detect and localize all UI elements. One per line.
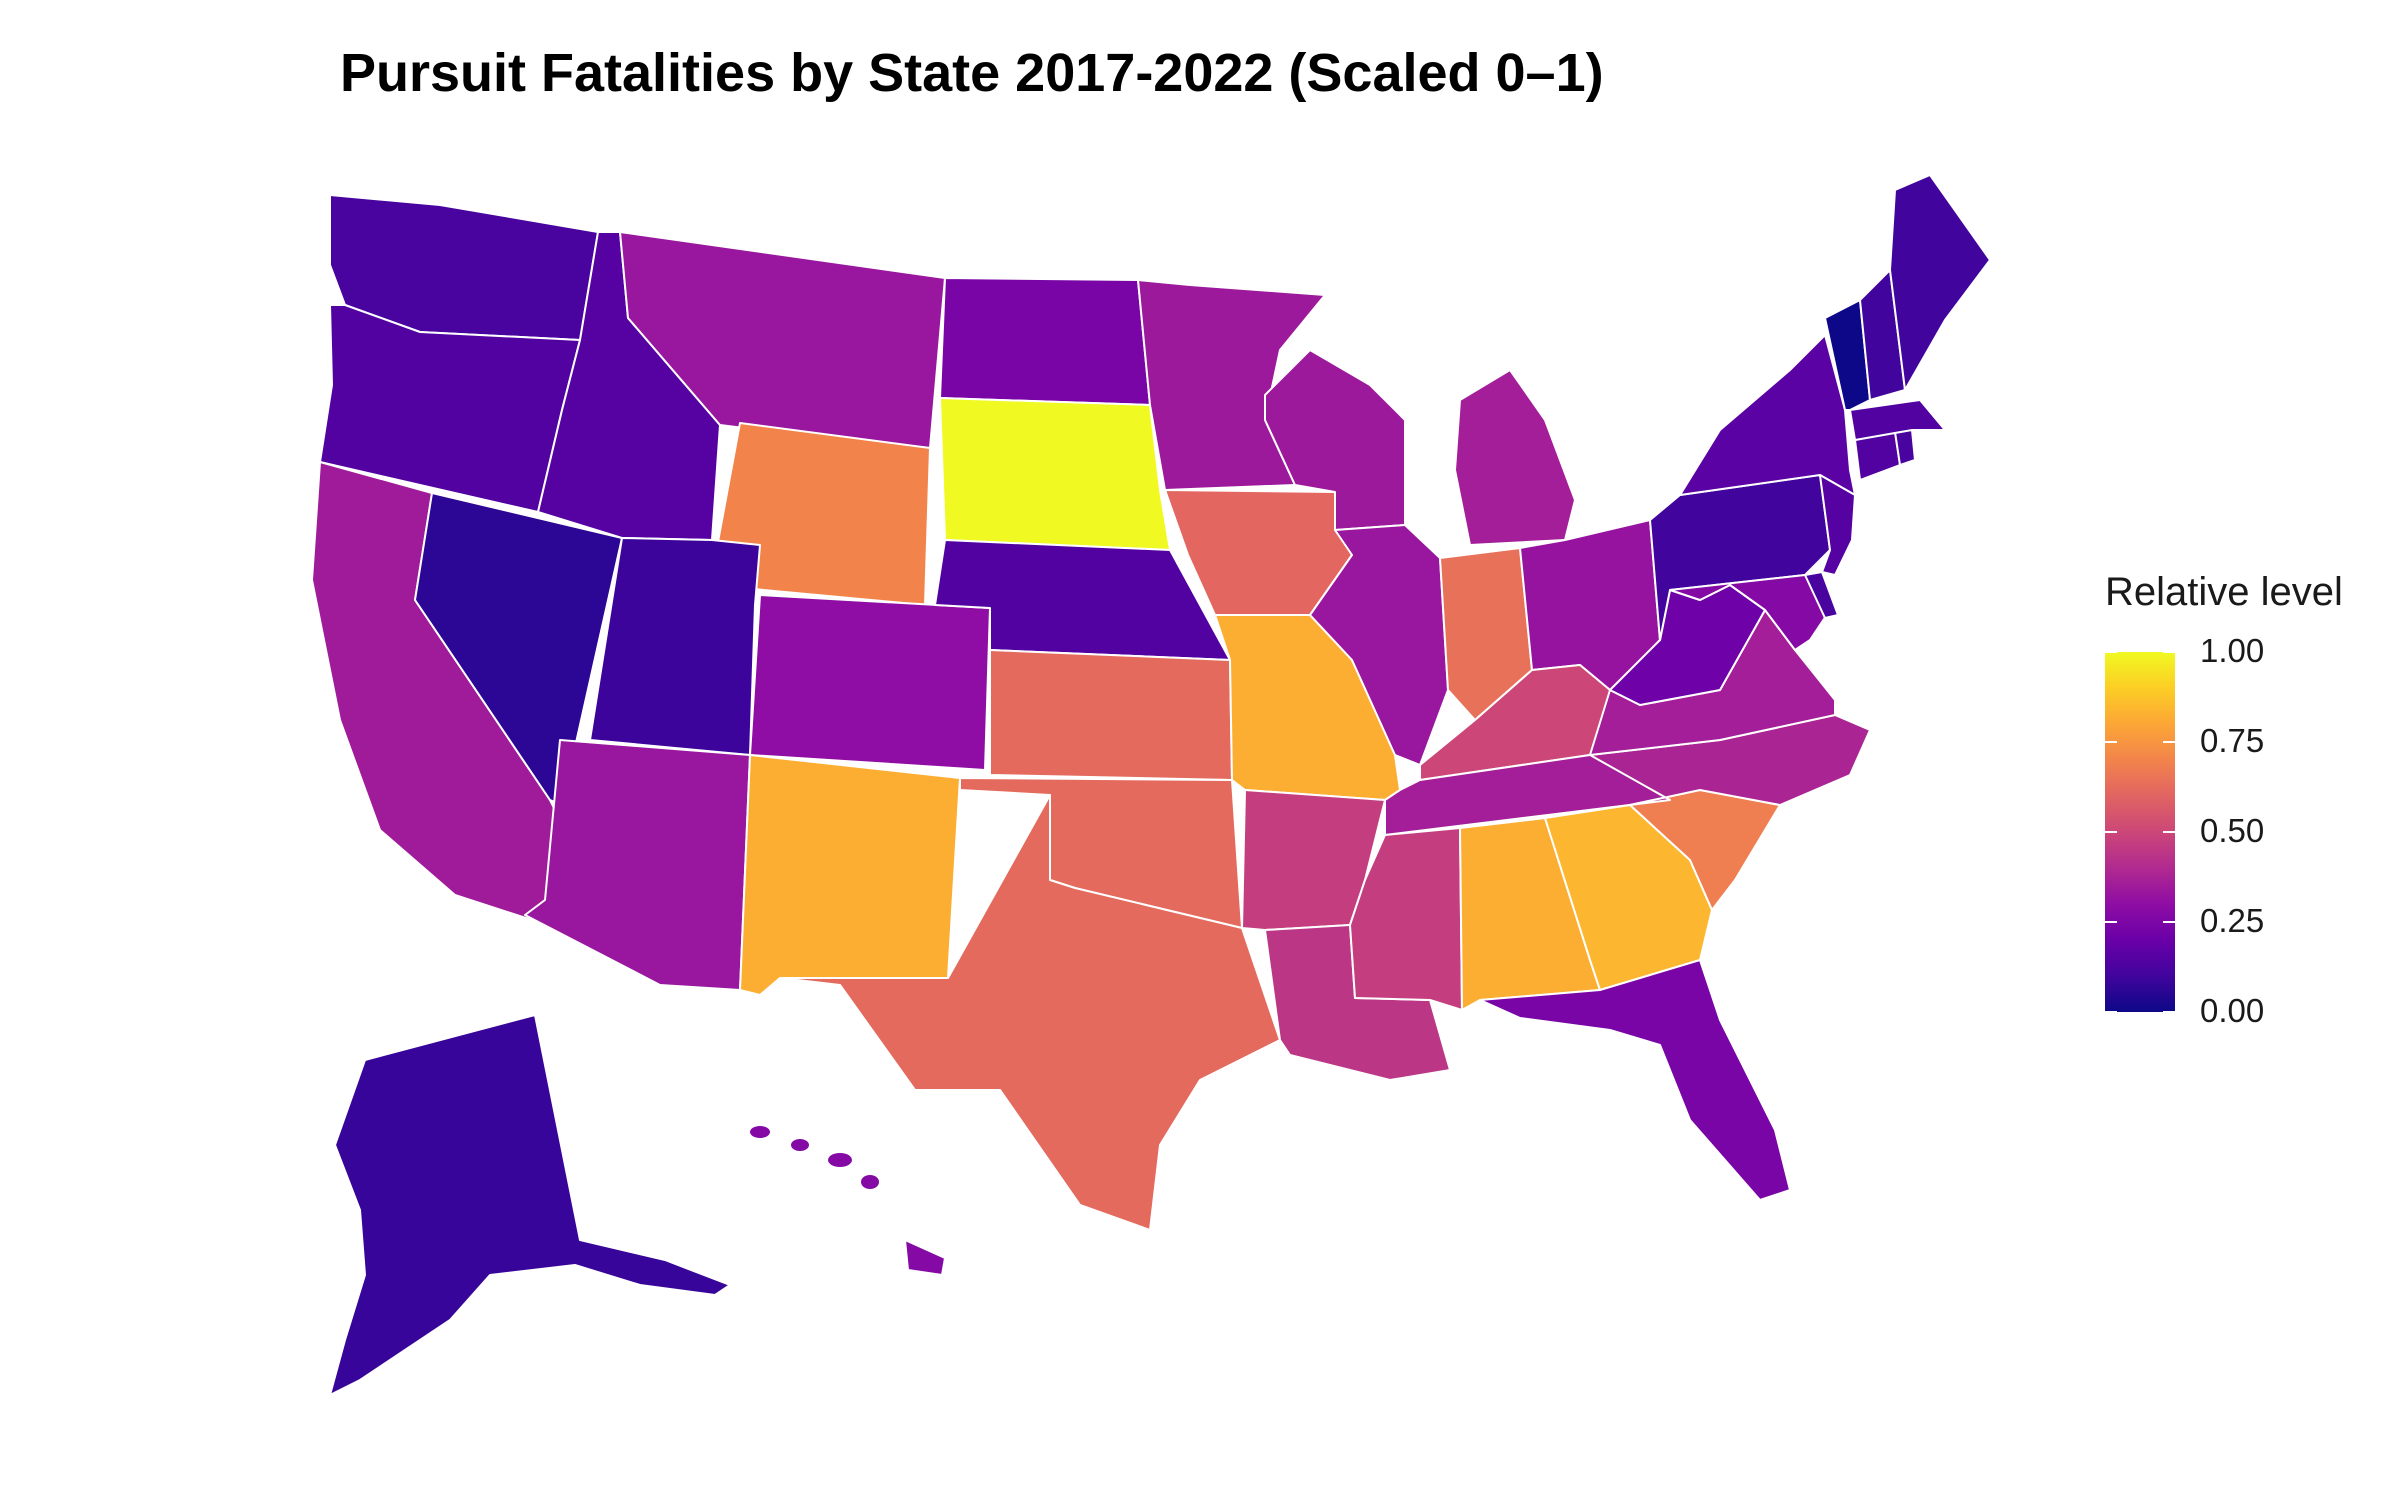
state-north-dakota xyxy=(939,277,1151,406)
state-hawaii xyxy=(904,1239,946,1276)
state-texas xyxy=(779,794,1281,1231)
legend-tick-mark xyxy=(2105,831,2117,833)
state-new-jersey xyxy=(1819,474,1856,576)
state-arizona xyxy=(524,739,751,991)
legend-tick-mark xyxy=(2163,651,2175,653)
legend-tick-mark xyxy=(2105,921,2117,923)
state-hawaii-island-1 xyxy=(750,1126,770,1138)
state-delaware xyxy=(1804,571,1839,619)
state-south-dakota xyxy=(939,397,1171,551)
legend-tick-label: 1.00 xyxy=(2200,632,2265,669)
state-kansas xyxy=(989,649,1233,781)
chart-title: Pursuit Fatalities by State 2017-2022 (S… xyxy=(340,43,1604,103)
state-hawaii-island-2 xyxy=(791,1139,809,1151)
state-hawaii-island-4 xyxy=(861,1175,879,1189)
legend-tick-mark xyxy=(2105,651,2117,653)
legend-tick-mark xyxy=(2163,921,2175,923)
state-illinois xyxy=(1309,524,1449,766)
legend-tick-label: 0.25 xyxy=(2200,902,2265,939)
legend-tick-label: 0.50 xyxy=(2200,812,2265,849)
legend-tick-label: 0.75 xyxy=(2200,722,2265,759)
state-michigan xyxy=(1454,369,1576,546)
state-massachusetts xyxy=(1849,399,1946,441)
state-mississippi xyxy=(1349,827,1463,1011)
state-vermont xyxy=(1824,299,1871,411)
legend-tick-label: 0.00 xyxy=(2200,992,2265,1029)
state-colorado xyxy=(749,594,991,771)
legend-tick-mark xyxy=(2105,741,2117,743)
state-florida xyxy=(1479,959,1791,1201)
legend-tick-mark xyxy=(2163,831,2175,833)
state-new-mexico xyxy=(739,754,961,996)
legend-title: Relative level xyxy=(2105,570,2343,614)
state-utah xyxy=(589,537,761,756)
state-maine xyxy=(1889,174,1991,391)
legend-tick-mark xyxy=(2105,1011,2117,1013)
state-hawaii-island-3 xyxy=(828,1153,852,1167)
legend: Relative level 0.00 0.25 0.50 0.75 1.00 xyxy=(2105,570,2343,1029)
state-alaska xyxy=(329,1014,731,1396)
state-new-york xyxy=(1679,334,1856,496)
legend-tick-mark xyxy=(2163,1011,2175,1013)
legend-tick-mark xyxy=(2163,741,2175,743)
